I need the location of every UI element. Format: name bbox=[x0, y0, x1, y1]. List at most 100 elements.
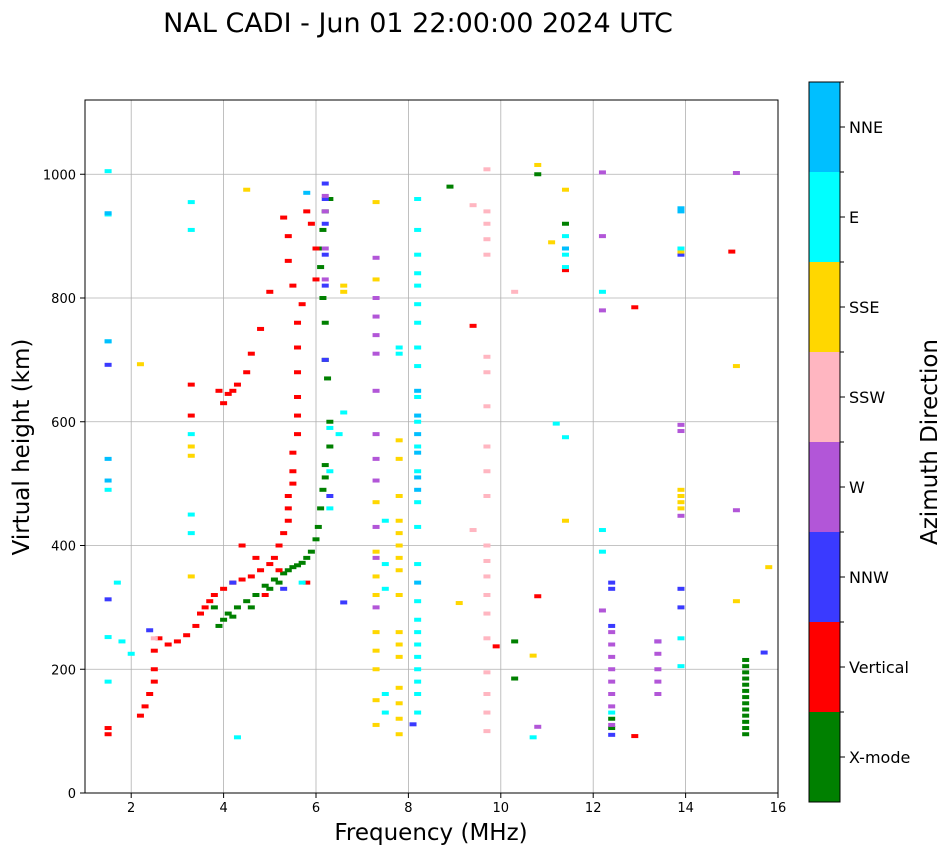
data-point bbox=[561, 221, 569, 226]
data-point bbox=[414, 227, 422, 232]
data-point bbox=[266, 586, 274, 591]
data-point bbox=[742, 676, 750, 681]
data-point bbox=[414, 413, 422, 418]
data-point bbox=[483, 611, 491, 616]
data-point bbox=[372, 388, 380, 393]
data-point bbox=[395, 593, 403, 597]
data-point bbox=[280, 215, 288, 220]
data-point bbox=[511, 289, 519, 294]
data-point bbox=[294, 563, 302, 568]
data-point bbox=[395, 642, 403, 647]
data-point bbox=[312, 277, 320, 282]
colorbar-segment bbox=[809, 172, 840, 262]
data-point bbox=[233, 605, 241, 610]
series-vertical bbox=[104, 209, 736, 739]
data-point bbox=[104, 635, 112, 640]
data-point bbox=[294, 320, 302, 325]
data-point bbox=[104, 456, 112, 461]
data-point bbox=[104, 169, 112, 174]
series-nne bbox=[104, 190, 685, 585]
data-point bbox=[303, 190, 311, 195]
data-point bbox=[677, 429, 685, 434]
data-point bbox=[654, 667, 662, 672]
colorbar-tick-label: X-mode bbox=[849, 748, 910, 767]
data-point bbox=[187, 200, 195, 205]
data-point bbox=[289, 469, 297, 474]
data-point bbox=[303, 580, 311, 585]
data-point bbox=[414, 630, 422, 635]
data-point bbox=[414, 692, 422, 696]
data-point bbox=[372, 593, 380, 597]
data-point bbox=[150, 667, 158, 672]
colorbar-label: Azimuth Direction bbox=[917, 339, 943, 545]
data-point bbox=[414, 524, 422, 529]
data-point bbox=[742, 732, 750, 737]
data-point bbox=[247, 605, 255, 610]
data-point bbox=[317, 265, 325, 270]
data-point bbox=[742, 719, 750, 724]
data-point bbox=[414, 197, 422, 201]
data-point bbox=[395, 568, 403, 573]
data-point bbox=[608, 732, 616, 737]
data-point bbox=[414, 710, 422, 715]
data-point bbox=[483, 209, 491, 214]
colorbar-segment bbox=[809, 622, 840, 712]
chart-title: NAL CADI - Jun 01 22:00:00 2024 UTC bbox=[163, 8, 673, 39]
data-point bbox=[113, 580, 121, 585]
data-point bbox=[326, 425, 334, 430]
data-point bbox=[608, 654, 616, 659]
data-point bbox=[677, 664, 685, 669]
data-point bbox=[289, 565, 297, 570]
data-point bbox=[372, 277, 380, 282]
data-point bbox=[414, 302, 422, 307]
data-point bbox=[289, 481, 297, 486]
data-point bbox=[529, 735, 537, 740]
data-point bbox=[631, 305, 639, 310]
data-point bbox=[146, 692, 154, 696]
colorbar: X-mode Vertical NNW W SSW SSE E NNE bbox=[809, 81, 910, 802]
data-point bbox=[414, 642, 422, 647]
data-point bbox=[238, 577, 246, 582]
colorbar-tick-label: E bbox=[849, 208, 859, 227]
data-point bbox=[284, 494, 292, 498]
data-point bbox=[238, 543, 246, 548]
data-point bbox=[608, 726, 616, 731]
data-point bbox=[561, 234, 569, 239]
colorbar-tick-label: NNE bbox=[849, 118, 883, 137]
data-point bbox=[280, 571, 288, 576]
data-point bbox=[677, 636, 685, 641]
x-axis-label: Frequency (MHz) bbox=[334, 820, 527, 846]
data-point bbox=[677, 206, 685, 211]
data-point bbox=[483, 444, 491, 449]
data-point bbox=[150, 679, 158, 684]
data-point bbox=[187, 227, 195, 232]
data-point bbox=[326, 494, 334, 498]
x-tick-label: 4 bbox=[219, 801, 227, 816]
data-point bbox=[104, 487, 112, 492]
data-point bbox=[243, 370, 251, 375]
data-point bbox=[677, 249, 685, 254]
data-point bbox=[483, 692, 491, 696]
data-point bbox=[742, 701, 750, 706]
data-point bbox=[414, 654, 422, 659]
data-point bbox=[483, 574, 491, 579]
data-point bbox=[395, 543, 403, 548]
data-point bbox=[164, 642, 172, 647]
data-point bbox=[483, 494, 491, 498]
data-point bbox=[187, 432, 195, 437]
data-point bbox=[220, 617, 228, 622]
data-point bbox=[414, 252, 422, 257]
data-point bbox=[118, 639, 126, 644]
data-point bbox=[742, 726, 750, 731]
data-point bbox=[270, 577, 278, 582]
data-point bbox=[321, 252, 329, 257]
data-point bbox=[608, 704, 616, 709]
data-point bbox=[321, 181, 329, 186]
data-point bbox=[483, 558, 491, 563]
data-point bbox=[742, 657, 750, 662]
data-point bbox=[414, 487, 422, 492]
data-point bbox=[229, 580, 237, 585]
data-point bbox=[608, 692, 616, 696]
data-point bbox=[529, 653, 537, 658]
data-point bbox=[294, 370, 302, 375]
